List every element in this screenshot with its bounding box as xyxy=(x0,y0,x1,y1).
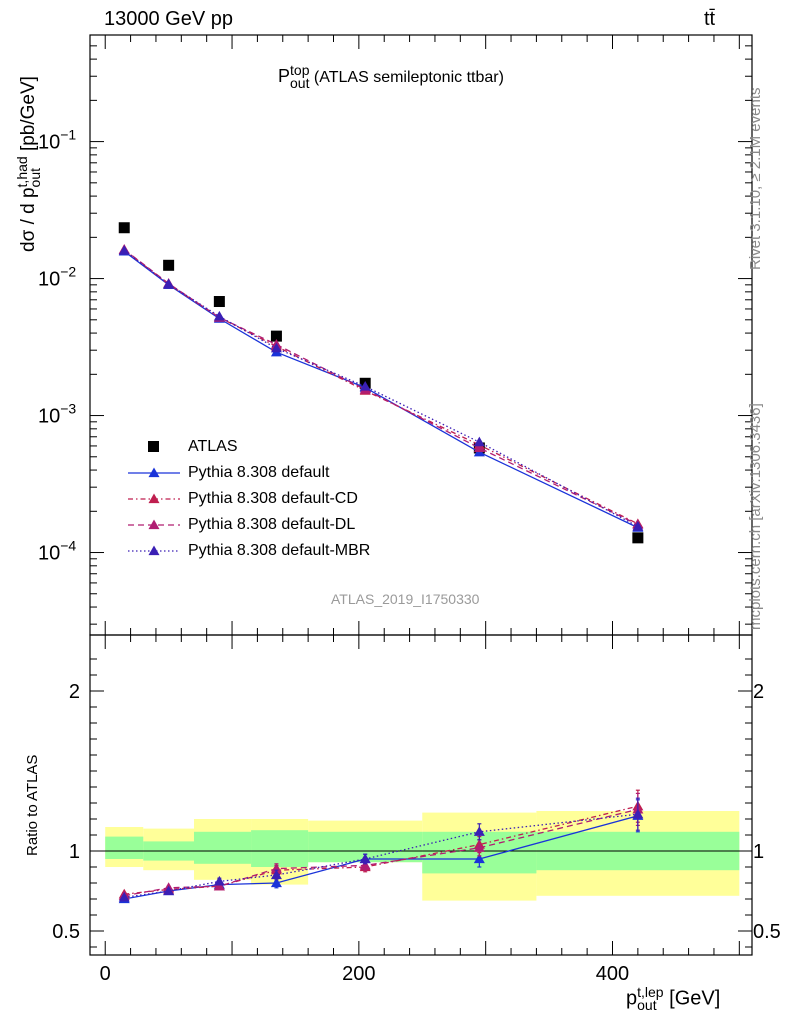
plot-title-main: P xyxy=(278,65,291,86)
plot-title-sup: top xyxy=(290,62,310,78)
ratio-pythia-8-308-default-point xyxy=(270,877,282,888)
ratio-y-tick-label-right: 0.5 xyxy=(753,921,781,943)
ratio-pythia-8-308-default-mbr-point xyxy=(473,826,485,836)
legend-marker xyxy=(148,519,160,530)
ratio-pythia-8-308-default-mbr-point xyxy=(163,885,175,896)
x-tick-label: 400 xyxy=(596,963,629,985)
ratio-y-tick-label: 2 xyxy=(69,681,80,703)
legend-symbol xyxy=(128,467,180,478)
x-tick-label: 0 xyxy=(100,963,111,985)
atlas-data-point xyxy=(632,532,644,544)
legend-label: Pythia 8.308 default-MBR xyxy=(188,542,371,559)
ratio-y-tick-label: 0.5 xyxy=(52,921,80,943)
legend-entry: Pythia 8.308 default-MBR xyxy=(128,538,370,564)
main-plot-panel: 10−4 10−3 10−2 10−1 xyxy=(38,34,753,636)
main-y-axis-label: dσ / d pt,had out [pb/GeV] xyxy=(14,76,43,252)
energy-label: 13000 GeV pp xyxy=(104,8,233,30)
ratio-pythia-8-308-default-dl-point xyxy=(359,859,371,870)
y-label-unit: [pb/GeV] xyxy=(18,76,40,157)
x-axis-label: pt,lep out [GeV] xyxy=(626,984,721,1013)
x-label-unit: [GeV] xyxy=(663,987,721,1010)
pythia-8-308-default-mbr-point xyxy=(632,520,644,531)
ratio-band-inner xyxy=(105,836,144,859)
pythia-8-308-default-mbr-point xyxy=(118,245,130,255)
plot-title: Ptop out (ATLAS semileptonic ttbar) xyxy=(278,62,504,91)
legend-symbol xyxy=(128,493,180,504)
legend-marker xyxy=(148,441,159,452)
x-label-main: p xyxy=(626,987,638,1010)
ratio-pythia-8-308-default-point xyxy=(473,853,485,864)
ratio-pythia-8-308-default-dl-point xyxy=(473,842,485,852)
y-label-sub: out xyxy=(27,167,43,188)
legend-label: Pythia 8.308 default-DL xyxy=(188,516,356,533)
analysis-id: ATLAS_2019_I1750330 xyxy=(331,591,480,607)
legend-marker xyxy=(148,493,160,504)
ratio-y-tick-label-right: 2 xyxy=(753,681,764,703)
legend-marker xyxy=(148,545,160,556)
legend-entry: Pythia 8.308 default-DL xyxy=(128,512,355,538)
atlas-data-point xyxy=(270,330,282,342)
rivet-version-label: Rivet 3.1.10, ≥ 2.1M events xyxy=(747,87,764,271)
ratio-band-inner xyxy=(193,831,252,864)
main-y-tick-label: 10−1 xyxy=(38,127,76,154)
plot-title-sub: out xyxy=(290,75,310,91)
pythia-8-308-default-dl-point xyxy=(473,442,485,453)
pythia-8-308-default-mbr-point xyxy=(359,380,371,391)
ratio-y-axis-label: Ratio to ATLAS xyxy=(24,754,41,856)
ratio-pythia-8-308-default-mbr-point xyxy=(270,869,282,880)
main-y-tick-label: 10−3 xyxy=(38,401,76,428)
legend-symbol xyxy=(148,441,159,452)
atlas-data-point xyxy=(213,296,225,308)
main-y-tick-label: 10−4 xyxy=(38,538,76,565)
atlas-data-point xyxy=(163,259,175,271)
x-tick-label: 200 xyxy=(342,963,375,985)
ratio-frame xyxy=(89,634,753,956)
y-label-text: dσ / d p xyxy=(18,187,40,252)
pythia-8-308-default-mbr-point xyxy=(213,310,225,321)
legend-label: ATLAS xyxy=(188,438,238,455)
ratio-pythia-8-308-default-dl-point xyxy=(270,863,282,873)
x-label-sup: t,lep xyxy=(637,984,664,1000)
main-y-tick-label: 10−2 xyxy=(38,264,76,291)
ratio-y-tick-label-right: 1 xyxy=(753,841,764,863)
atlas-data-point xyxy=(118,222,130,234)
legend-entry: ATLAS xyxy=(128,434,238,460)
ratio-pythia-8-308-default-mbr-point xyxy=(359,853,371,864)
ratio-pythia-8-308-default-mbr-point xyxy=(213,875,225,886)
pythia-8-308-default-mbr-point xyxy=(163,278,175,289)
ratio-y-tick-label: 1 xyxy=(69,841,80,863)
ratio-pythia-8-308-default-mbr-point xyxy=(118,891,130,902)
ratio-plot-panel: 0 200 400 0.5 0.5 1 1 2 2 xyxy=(52,634,781,985)
ratio-band-inner xyxy=(251,830,309,867)
x-label-sub: out xyxy=(637,997,657,1013)
mcplots-label: mcplots.cern.ch [arXiv:1306.3436] xyxy=(747,403,764,630)
legend-label: Pythia 8.308 default xyxy=(188,464,330,481)
pythia-8-308-default-mbr-point xyxy=(270,342,282,353)
legend-entry: Pythia 8.308 default xyxy=(128,460,329,486)
legend-symbol xyxy=(128,519,180,530)
legend-symbol xyxy=(128,545,180,556)
legend-entry: Pythia 8.308 default-CD xyxy=(128,486,358,512)
legend-label: Pythia 8.308 default-CD xyxy=(188,490,358,507)
plot-title-rest: (ATLAS semileptonic ttbar) xyxy=(309,68,504,86)
ratio-pythia-8-308-default-mbr-point xyxy=(632,808,644,819)
process-label: tt̄ xyxy=(704,8,716,30)
legend-marker xyxy=(148,467,160,478)
pythia-8-308-default-mbr-point xyxy=(473,436,485,447)
